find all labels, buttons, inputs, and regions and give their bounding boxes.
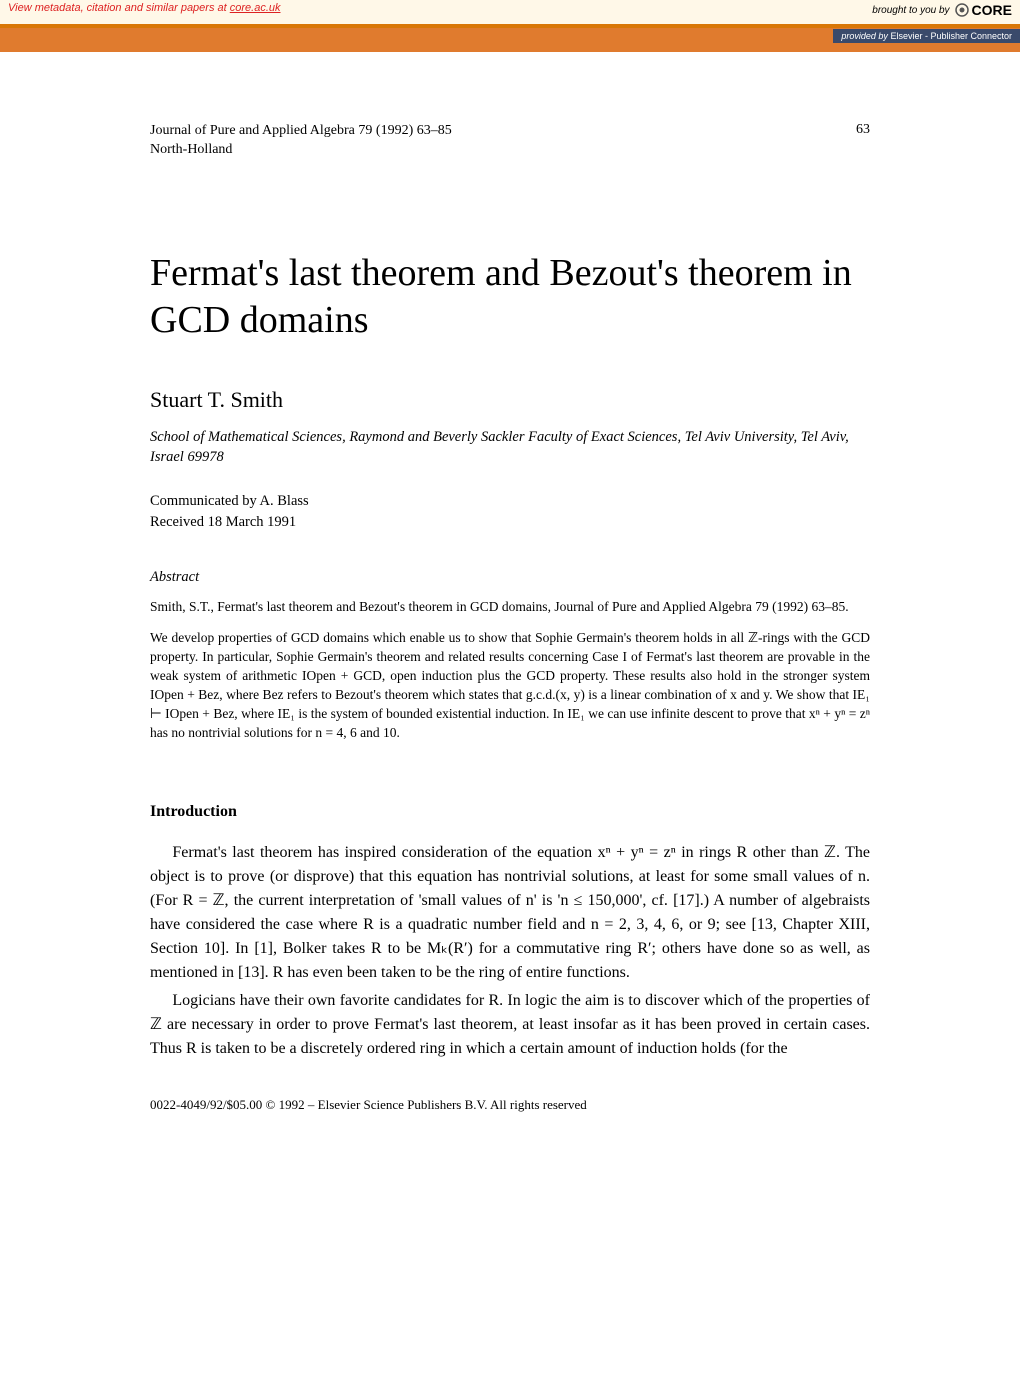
core-link[interactable]: core.ac.uk bbox=[230, 2, 281, 14]
core-logo-icon bbox=[954, 2, 970, 18]
brought-by-text: brought to you by bbox=[872, 5, 949, 16]
page-number: 63 bbox=[856, 122, 870, 160]
author-name: Stuart T. Smith bbox=[150, 387, 870, 413]
journal-citation-block: Journal of Pure and Applied Algebra 79 (… bbox=[150, 122, 452, 160]
intro-paragraph-2: Logicians have their own favorite candid… bbox=[150, 989, 870, 1061]
communicated-by: Communicated by A. Blass bbox=[150, 491, 870, 512]
banner-prefix: View metadata, citation and similar pape… bbox=[8, 2, 230, 14]
abstract-heading: Abstract bbox=[150, 569, 870, 586]
journal-citation: Journal of Pure and Applied Algebra 79 (… bbox=[150, 122, 452, 141]
page-content: Journal of Pure and Applied Algebra 79 (… bbox=[0, 52, 1020, 1153]
core-logo-text: CORE bbox=[972, 2, 1012, 18]
core-logo[interactable]: CORE bbox=[954, 2, 1012, 18]
orange-bar: provided by Elsevier - Publisher Connect… bbox=[0, 28, 1020, 52]
provider-strip: provided by Elsevier - Publisher Connect… bbox=[833, 29, 1020, 43]
journal-header: Journal of Pure and Applied Algebra 79 (… bbox=[150, 122, 870, 160]
core-branding: brought to you by CORE bbox=[872, 2, 1012, 18]
core-banner: View metadata, citation and similar pape… bbox=[0, 0, 1020, 28]
author-affiliation: School of Mathematical Sciences, Raymond… bbox=[150, 427, 870, 468]
copyright-footer: 0022-4049/92/$05.00 © 1992 – Elsevier Sc… bbox=[150, 1097, 870, 1113]
provider-prefix: provided by bbox=[841, 31, 890, 41]
introduction-heading: Introduction bbox=[150, 803, 870, 821]
intro-paragraph-1: Fermat's last theorem has inspired consi… bbox=[150, 841, 870, 985]
paper-title: Fermat's last theorem and Bezout's theor… bbox=[150, 250, 870, 345]
abstract-body: We develop properties of GCD domains whi… bbox=[150, 629, 870, 742]
received-date: Received 18 March 1991 bbox=[150, 512, 870, 533]
provider-name: Elsevier - Publisher Connector bbox=[890, 31, 1012, 41]
abstract-citation: Smith, S.T., Fermat's last theorem and B… bbox=[150, 598, 870, 617]
journal-publisher: North-Holland bbox=[150, 141, 452, 160]
communication-block: Communicated by A. Blass Received 18 Mar… bbox=[150, 491, 870, 533]
core-metadata-text: View metadata, citation and similar pape… bbox=[8, 2, 281, 14]
